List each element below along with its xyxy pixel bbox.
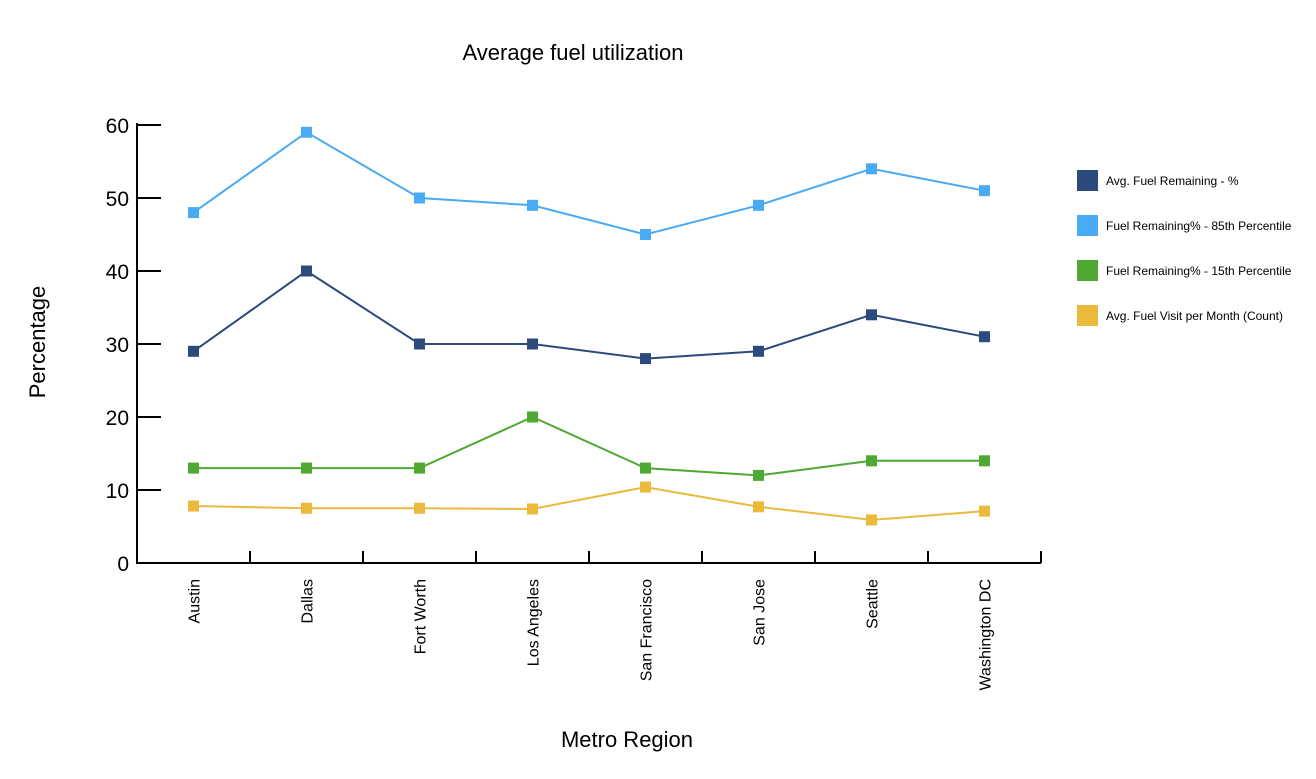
data-point[interactable] [640,481,651,493]
data-point[interactable] [527,411,538,423]
y-tick-label: 60 [106,115,129,138]
series-line [192,269,985,360]
y-tick-label: 0 [117,553,129,576]
data-point[interactable] [527,338,538,350]
x-tick-label: San Jose [752,579,769,646]
legend-swatch [1077,215,1098,236]
data-point[interactable] [979,185,990,197]
y-tick-label: 10 [106,480,129,503]
series-2 [188,411,990,481]
data-point[interactable] [979,505,990,517]
legend-label: Fuel Remaining% - 85th Percentile [1106,219,1292,233]
series-line [193,486,985,521]
data-point[interactable] [640,353,651,365]
data-point[interactable] [301,462,312,474]
data-point[interactable] [753,199,764,211]
x-tick-label: Washington DC [978,579,995,690]
legend-swatch [1077,260,1098,281]
data-point[interactable] [640,229,651,240]
legend-label: Avg. Fuel Visit per Month (Count) [1106,309,1283,323]
data-point[interactable] [188,462,199,474]
series-0 [188,265,990,365]
legend-swatch [1077,305,1098,326]
series-line [193,415,985,477]
legend-item[interactable]: Fuel Remaining% - 85th Percentile [1077,215,1292,236]
x-tick-label: Austin [187,579,204,623]
data-point[interactable] [414,502,425,514]
data-point[interactable] [866,514,877,526]
legend-item[interactable]: Fuel Remaining% - 15th Percentile [1077,260,1292,281]
data-point[interactable] [866,309,877,321]
x-tick-label: San Francisco [639,579,656,681]
data-point[interactable] [979,331,990,343]
y-tick-label: 30 [106,334,129,357]
legend-item[interactable]: Avg. Fuel Visit per Month (Count) [1077,305,1283,326]
data-point[interactable] [301,502,312,514]
data-point[interactable] [301,265,312,277]
data-point[interactable] [414,338,425,350]
legend-item[interactable]: Avg. Fuel Remaining - % [1077,170,1239,191]
y-axis-label: Percentage [25,286,50,399]
y-tick-label: 40 [106,261,129,284]
chart-title: Average fuel utilization [463,40,684,65]
legend-swatch [1077,170,1098,191]
data-point[interactable] [753,469,764,481]
data-point[interactable] [527,199,538,211]
data-point[interactable] [753,501,764,513]
data-point[interactable] [414,462,425,474]
data-point[interactable] [753,345,764,357]
x-axis-label: Metro Region [561,727,693,752]
data-point[interactable] [301,126,312,138]
data-point[interactable] [188,500,199,512]
data-point[interactable] [640,462,651,474]
series-3 [188,481,990,526]
data-point[interactable] [188,345,199,357]
x-tick-label: Dallas [300,579,317,623]
x-tick-label: Fort Worth [413,579,430,654]
x-tick-label: Seattle [865,579,882,629]
series-line [192,131,985,236]
y-tick-label: 50 [106,188,129,211]
x-tick-label: Los Angeles [526,579,543,666]
series-1 [188,126,990,240]
data-point[interactable] [414,192,425,204]
legend-label: Avg. Fuel Remaining - % [1106,174,1239,188]
data-point[interactable] [866,163,877,175]
y-tick-label: 20 [106,407,129,430]
data-point[interactable] [866,455,877,467]
data-point[interactable] [527,503,538,515]
legend-label: Fuel Remaining% - 15th Percentile [1106,264,1292,278]
data-point[interactable] [188,207,199,219]
data-point[interactable] [979,455,990,467]
